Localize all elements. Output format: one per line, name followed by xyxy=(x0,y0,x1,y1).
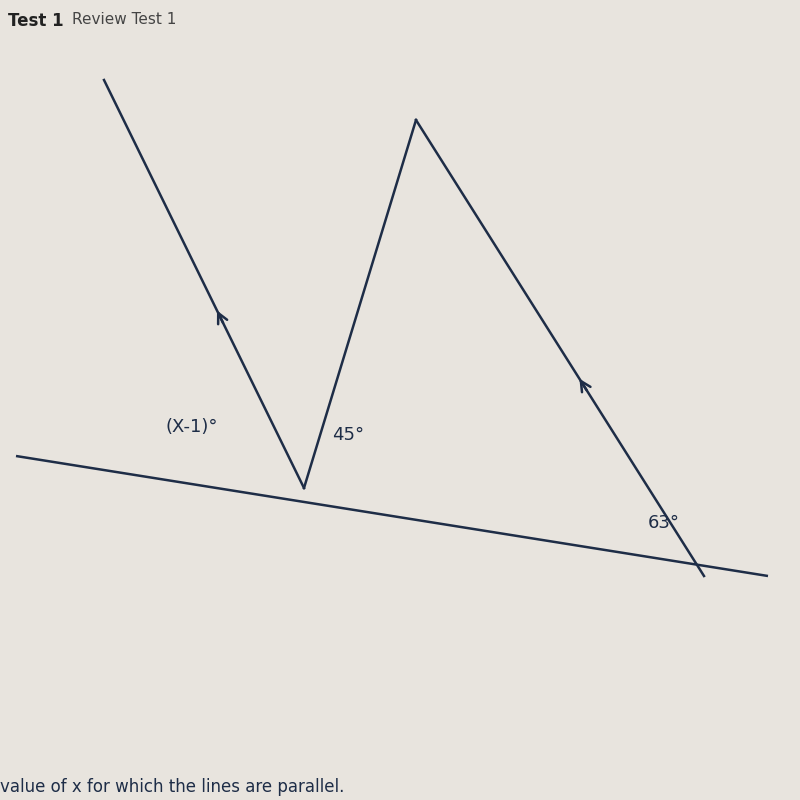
Text: 45°: 45° xyxy=(332,426,364,444)
Text: Review Test 1: Review Test 1 xyxy=(72,12,176,27)
Text: value of x for which the lines are parallel.: value of x for which the lines are paral… xyxy=(0,778,344,796)
Text: (X-1)°: (X-1)° xyxy=(166,418,218,436)
Text: Test 1: Test 1 xyxy=(8,12,64,30)
Text: 63°: 63° xyxy=(648,514,680,532)
